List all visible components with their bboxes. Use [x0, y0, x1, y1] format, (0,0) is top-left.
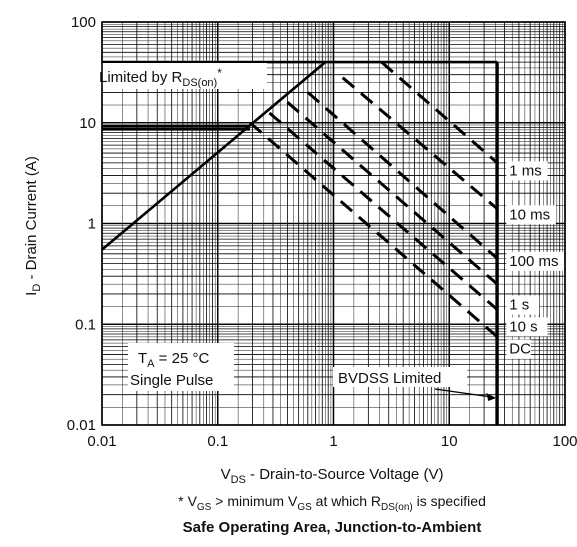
y-tick-label: 10 [79, 115, 96, 132]
series-label: 1 s [509, 297, 529, 314]
x-tick-label: 100 [552, 433, 577, 450]
series-label-bg [506, 295, 540, 315]
series-label: 1 ms [509, 162, 542, 179]
series-line-10-s [268, 111, 499, 311]
plot-frame [101, 21, 566, 426]
series-label-bg [506, 339, 531, 359]
series-line-100-ms [306, 91, 499, 260]
x-tick-label: 0.1 [207, 433, 228, 450]
x-axis-label: VDS - Drain-to-Source Voltage (V) [221, 466, 444, 486]
x-tick-label: 0.01 [87, 433, 116, 450]
series-label-bg [506, 205, 556, 225]
bvdss-annotation: BVDSS Limited [338, 370, 441, 387]
footnote: * VGS > minimum VGS at which RDS(on) is s… [178, 493, 486, 513]
data-layer [101, 60, 499, 425]
series-label: 100 ms [509, 253, 558, 270]
series-line-1-ms [380, 60, 499, 164]
annotation-layer: 1 ms 10 ms 100 ms 1 s 10 s DC Limited by RDS(o… [95, 63, 565, 401]
bvdss-arrowhead [486, 393, 497, 401]
series-label: 10 s [509, 318, 537, 335]
x-tick-label: 10 [441, 433, 458, 450]
rds-limit-line [101, 61, 327, 251]
series-label-bg [506, 251, 565, 271]
y-tick-label: 100 [71, 14, 96, 31]
single-pulse-annotation: Single Pulse [130, 372, 213, 389]
ta-annotation-bg [128, 343, 234, 391]
series-line-10-ms [341, 76, 499, 210]
ta-annotation: TA = 25 °C [138, 350, 209, 370]
y-axis-label: ID - Drain Current (A) [23, 156, 43, 296]
bvdss-leader [434, 388, 492, 398]
y-tick-label: 0.01 [67, 417, 96, 434]
series-line-DC [249, 121, 499, 338]
rds-annotation: Limited by RDS(on)* [99, 66, 222, 89]
series-label: DC [509, 341, 531, 358]
series-label-bg [506, 161, 548, 181]
x-tick-label: 1 [329, 433, 337, 450]
rds-annotation-bg [95, 63, 267, 89]
y-tick-label: 1 [88, 216, 96, 233]
y-tick-label: 0.1 [75, 316, 96, 333]
series-label: 10 ms [509, 206, 550, 223]
bvdss-annotation-bg [333, 367, 467, 387]
tick-labels: 0.01 0.1 1 10 100 0.01 0.1 1 10 100 [67, 14, 577, 450]
series-label-bg [506, 317, 548, 337]
chart-title: Safe Operating Area, Junction-to-Ambient [183, 519, 482, 536]
